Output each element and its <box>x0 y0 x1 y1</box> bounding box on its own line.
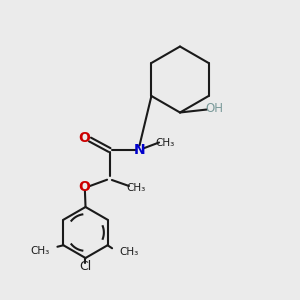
Text: N: N <box>134 143 145 157</box>
Text: CH₃: CH₃ <box>120 247 139 257</box>
Text: O: O <box>78 180 90 194</box>
Text: OH: OH <box>206 101 224 115</box>
Text: Cl: Cl <box>80 260 92 274</box>
Text: CH₃: CH₃ <box>31 246 50 256</box>
Text: CH₃: CH₃ <box>155 137 175 148</box>
Text: O: O <box>79 131 91 145</box>
Text: CH₃: CH₃ <box>126 183 146 193</box>
